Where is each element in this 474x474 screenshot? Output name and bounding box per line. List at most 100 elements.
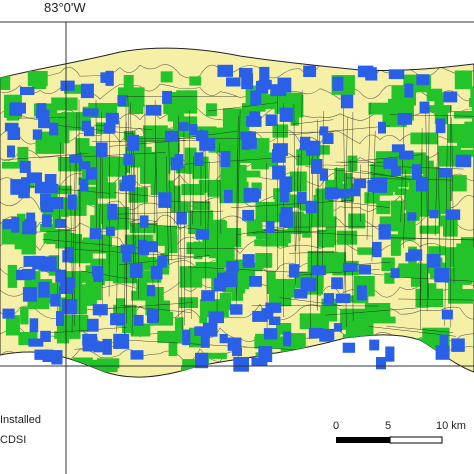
installed-block [294, 288, 308, 299]
installed-block [405, 252, 416, 262]
parcel [206, 103, 217, 117]
parcel [184, 147, 197, 168]
parcel [388, 180, 399, 193]
installed-block [227, 337, 242, 351]
installed-block [451, 338, 465, 352]
parcel [342, 295, 366, 303]
installed-block [123, 153, 134, 166]
installed-block [333, 323, 343, 332]
parcel [53, 185, 72, 195]
installed-block [103, 123, 116, 134]
scale-tick-0: 0 [333, 420, 340, 432]
installed-block [353, 178, 367, 189]
parcel-line [293, 119, 334, 125]
installed-block [303, 65, 317, 77]
installed-block [79, 161, 91, 170]
installed-block [390, 268, 400, 279]
installed-block [157, 255, 168, 268]
installed-block [92, 266, 102, 277]
installed-block [350, 188, 361, 197]
parcel [192, 201, 211, 211]
parcel-line [138, 223, 209, 231]
parcel-line [335, 166, 337, 252]
installed-block [445, 209, 461, 220]
parcel-line [189, 110, 192, 320]
parcel-line [437, 128, 441, 260]
installed-block [93, 341, 108, 353]
installed-block [385, 346, 395, 362]
installed-block [96, 142, 108, 158]
installed-block [82, 333, 98, 346]
installed-block [217, 272, 228, 282]
parcel-line [236, 226, 290, 236]
installed-block [378, 121, 386, 134]
parcel [199, 316, 208, 324]
installed-block [258, 79, 272, 90]
installed-block [357, 65, 374, 78]
parcel [222, 108, 250, 131]
installed-block [7, 127, 21, 140]
parcel-line [74, 112, 78, 326]
installed-block [80, 83, 94, 99]
installed-block [55, 269, 66, 283]
parcel-line [252, 230, 327, 234]
parcel [293, 213, 317, 221]
installed-block [105, 112, 119, 125]
installed-block [176, 212, 187, 225]
installed-block [435, 118, 446, 134]
installed-block [56, 311, 64, 326]
parcel-line [351, 112, 354, 247]
parcel [388, 176, 409, 188]
parcel [381, 257, 395, 271]
parcel [207, 189, 227, 197]
parcel-line [219, 143, 222, 234]
installed-block [178, 122, 189, 131]
installed-block [443, 91, 458, 103]
parcel [334, 168, 345, 182]
parcel [51, 97, 78, 111]
installed-block [174, 154, 184, 169]
installed-block [242, 209, 255, 221]
parcel-line [208, 102, 277, 112]
installed-block [331, 277, 343, 290]
installed-block [305, 200, 317, 214]
installed-block [323, 293, 335, 305]
installed-block [34, 181, 49, 194]
installed-block [239, 68, 253, 78]
parcel [136, 278, 148, 299]
parcel-line [419, 149, 423, 306]
parcel [439, 182, 451, 201]
parcel [202, 237, 232, 257]
installed-block [439, 334, 449, 350]
parcel [472, 103, 474, 123]
parcel [54, 331, 81, 339]
parcel-line [117, 217, 158, 222]
parcel [52, 210, 62, 227]
parcel [42, 205, 69, 217]
parcel-line [391, 237, 474, 242]
installed-block [441, 309, 453, 320]
parcel [428, 246, 446, 256]
parcel [457, 139, 474, 149]
installed-block [133, 314, 144, 326]
installed-block [9, 102, 23, 116]
installed-block [107, 204, 118, 220]
installed-block [224, 189, 233, 203]
parcel [228, 125, 237, 137]
installed-block [162, 90, 172, 104]
installed-block [127, 174, 136, 186]
parcel [299, 313, 329, 330]
parcel [189, 76, 202, 86]
parcel [467, 290, 474, 297]
parcel-line [56, 142, 62, 323]
parcel [426, 88, 443, 102]
parcel [20, 306, 29, 325]
installed-block [407, 212, 417, 221]
installed-block [34, 349, 49, 360]
installed-block [62, 250, 74, 263]
installed-block [340, 94, 354, 109]
parcel-line [310, 153, 314, 335]
parcel [2, 161, 29, 169]
parcel [123, 75, 134, 89]
parcel [255, 201, 278, 222]
